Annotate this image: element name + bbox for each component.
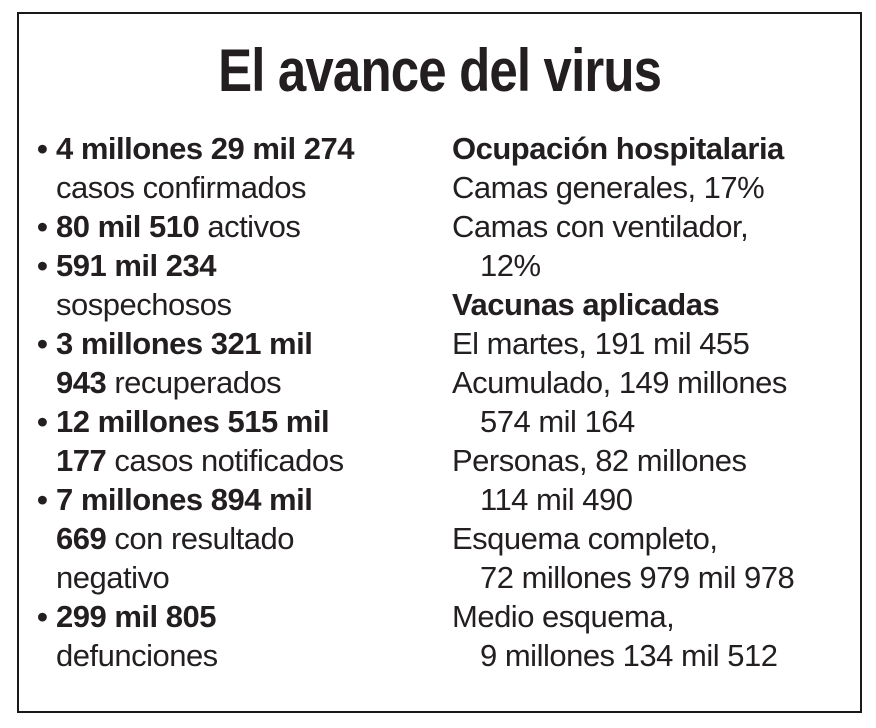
stat-line-medio-esquema-line2: 9 millones 134 mil 512 xyxy=(480,638,778,673)
stat-value: 12 millones 515 mil xyxy=(56,404,330,439)
stat-item-negativo-line3: negativo xyxy=(35,558,452,597)
stat-line-personas-line1: Personas, 82 millones xyxy=(452,443,747,478)
stat-line-medio-esquema-line1: Medio esquema, xyxy=(452,599,675,634)
bullet-marker: • xyxy=(37,599,48,634)
stat-line-camas-ventilador-line1: Camas con ventilador, xyxy=(452,209,749,244)
stat-label: casos notificados xyxy=(106,443,344,478)
stat-item-confirmados-line2: casos confirmados xyxy=(35,168,452,207)
stat-value: 177 xyxy=(56,443,107,478)
stat-value: 4 millones 29 mil 274 xyxy=(56,131,354,166)
stat-label: recuperados xyxy=(106,365,282,400)
stat-line-camas-generales: Camas generales, 17% xyxy=(452,170,765,205)
bullet-marker: • xyxy=(37,326,48,361)
stat-item-sospechosos-line2: sospechosos xyxy=(35,285,452,324)
stat-item-negativo-line2: 669 con resultado xyxy=(35,519,452,558)
stat-line-camas-ventilador-line2: 12% xyxy=(480,248,541,283)
stat-value: 7 millones 894 mil xyxy=(56,482,313,517)
stat-item-sospechosos-line1: • 591 mil 234 xyxy=(35,246,452,285)
bullet-marker: • xyxy=(37,248,48,283)
stat-item-recuperados-line1: • 3 millones 321 mil xyxy=(35,324,452,363)
stat-value: 591 mil 234 xyxy=(56,248,216,283)
stat-item-defunciones-line1: • 299 mil 805 xyxy=(35,597,452,636)
stat-line-esquema-completo-line1: Esquema completo, xyxy=(452,521,718,556)
stats-column-cases: • 4 millones 29 mil 274 casos confirmados… xyxy=(35,129,452,675)
page-title: El avance del virus xyxy=(19,38,860,104)
bullet-marker: • xyxy=(37,482,48,517)
section-heading-ocupacion: Ocupación hospitalaria xyxy=(452,131,784,166)
stat-line-personas-line2: 114 mil 490 xyxy=(480,482,633,517)
stat-value: 299 mil 805 xyxy=(56,599,216,634)
stat-value: 943 xyxy=(56,365,107,400)
columns-container: • 4 millones 29 mil 274 casos confirmados… xyxy=(19,129,860,675)
bullet-marker: • xyxy=(37,404,48,439)
stat-label: negativo xyxy=(56,560,170,595)
stat-item-notificados-line2: 177 casos notificados xyxy=(35,441,452,480)
stat-label: con resultado xyxy=(106,521,294,556)
stat-label: defunciones xyxy=(56,638,218,673)
stat-label: sospechosos xyxy=(56,287,232,322)
stat-value: 3 millones 321 mil xyxy=(56,326,313,361)
stat-line-acumulado-line1: Acumulado, 149 millones xyxy=(452,365,787,400)
infographic-box: El avance del virus • 4 millones 29 mil 2… xyxy=(17,12,862,713)
page-title-text: El avance del virus xyxy=(217,37,662,104)
stat-line-el-martes: El martes, 191 mil 455 xyxy=(452,326,750,361)
section-heading-vacunas: Vacunas aplicadas xyxy=(452,287,720,322)
stat-line-esquema-completo-line2: 72 millones 979 mil 978 xyxy=(480,560,795,595)
stat-item-defunciones-line2: defunciones xyxy=(35,636,452,675)
stat-item-negativo-line1: • 7 millones 894 mil xyxy=(35,480,452,519)
stat-label: activos xyxy=(199,209,301,244)
stats-column-hospital-vaccines: Ocupación hospitalaria Camas generales, … xyxy=(452,129,852,675)
bullet-marker: • xyxy=(37,131,48,166)
stat-item-notificados-line1: • 12 millones 515 mil xyxy=(35,402,452,441)
stat-item-confirmados-line1: • 4 millones 29 mil 274 xyxy=(35,129,452,168)
stat-value: 80 mil 510 xyxy=(56,209,200,244)
stat-item-recuperados-line2: 943 recuperados xyxy=(35,363,452,402)
stat-value: 669 xyxy=(56,521,107,556)
bullet-marker: • xyxy=(37,209,48,244)
stat-line-acumulado-line2: 574 mil 164 xyxy=(480,404,635,439)
stat-label: casos confirmados xyxy=(56,170,306,205)
stat-item-activos: • 80 mil 510 activos xyxy=(35,207,452,246)
